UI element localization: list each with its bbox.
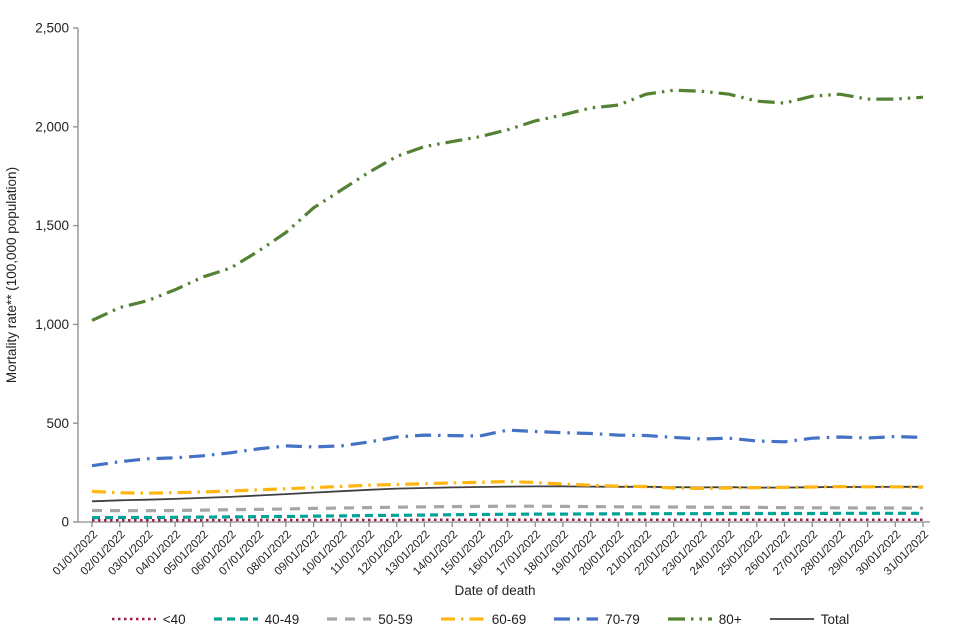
- y-tick-label: 500: [46, 416, 69, 431]
- legend-label: 80+: [718, 611, 742, 627]
- legend-swatch-50-59: [327, 617, 372, 621]
- legend-label: Total: [820, 611, 850, 627]
- series-line-70-79: [91, 428, 924, 468]
- series-line-50-59: [91, 504, 924, 513]
- legend-item-Total: Total: [769, 611, 850, 627]
- legend-swatch-70-79: [554, 617, 599, 621]
- series-line-60-69: [91, 479, 924, 495]
- legend-item-80+: 80+: [667, 612, 742, 627]
- legend-label: <40: [162, 611, 186, 627]
- legend-item-70-79: 70-79: [553, 612, 640, 627]
- legend-label: 40-49: [264, 611, 300, 627]
- legend-swatch-40-49: [213, 617, 258, 621]
- legend-label: 50-59: [378, 611, 413, 627]
- legend-swatch-Total: [769, 618, 814, 620]
- chart-svg: 05001,0001,5002,0002,50001/01/202202/01/…: [4, 21, 931, 598]
- series-line-Total: [91, 485, 923, 503]
- x-axis-title: Date of death: [454, 583, 535, 598]
- series-line-80+: [91, 88, 924, 322]
- legend-swatch-<40: [111, 617, 156, 621]
- plot-area: 05001,0001,5002,0002,50001/01/202202/01/…: [35, 21, 931, 578]
- legend-swatch-80+: [667, 617, 712, 621]
- series-line-40-49: [91, 511, 923, 520]
- y-tick-label: 1,000: [35, 317, 69, 332]
- y-tick-label: 2,000: [35, 119, 69, 134]
- y-axis-title: Mortality rate** (100,000 population): [4, 167, 19, 383]
- legend-label: 60-69: [491, 611, 527, 627]
- y-tick-label: 2,500: [35, 21, 69, 36]
- legend-swatch-60-69: [440, 617, 485, 621]
- legend-item-50-59: 50-59: [326, 612, 413, 627]
- legend-item-60-69: 60-69: [440, 611, 527, 627]
- legend-item-40-49: 40-49: [213, 611, 300, 627]
- chart-legend: <40 40-49 50-59 60-69 70-79 80+ Total: [0, 602, 960, 636]
- y-tick-label: 1,500: [35, 218, 69, 233]
- legend-item-<40: <40: [111, 612, 186, 627]
- y-tick-label: 0: [61, 515, 69, 530]
- legend-label: 70-79: [605, 611, 640, 627]
